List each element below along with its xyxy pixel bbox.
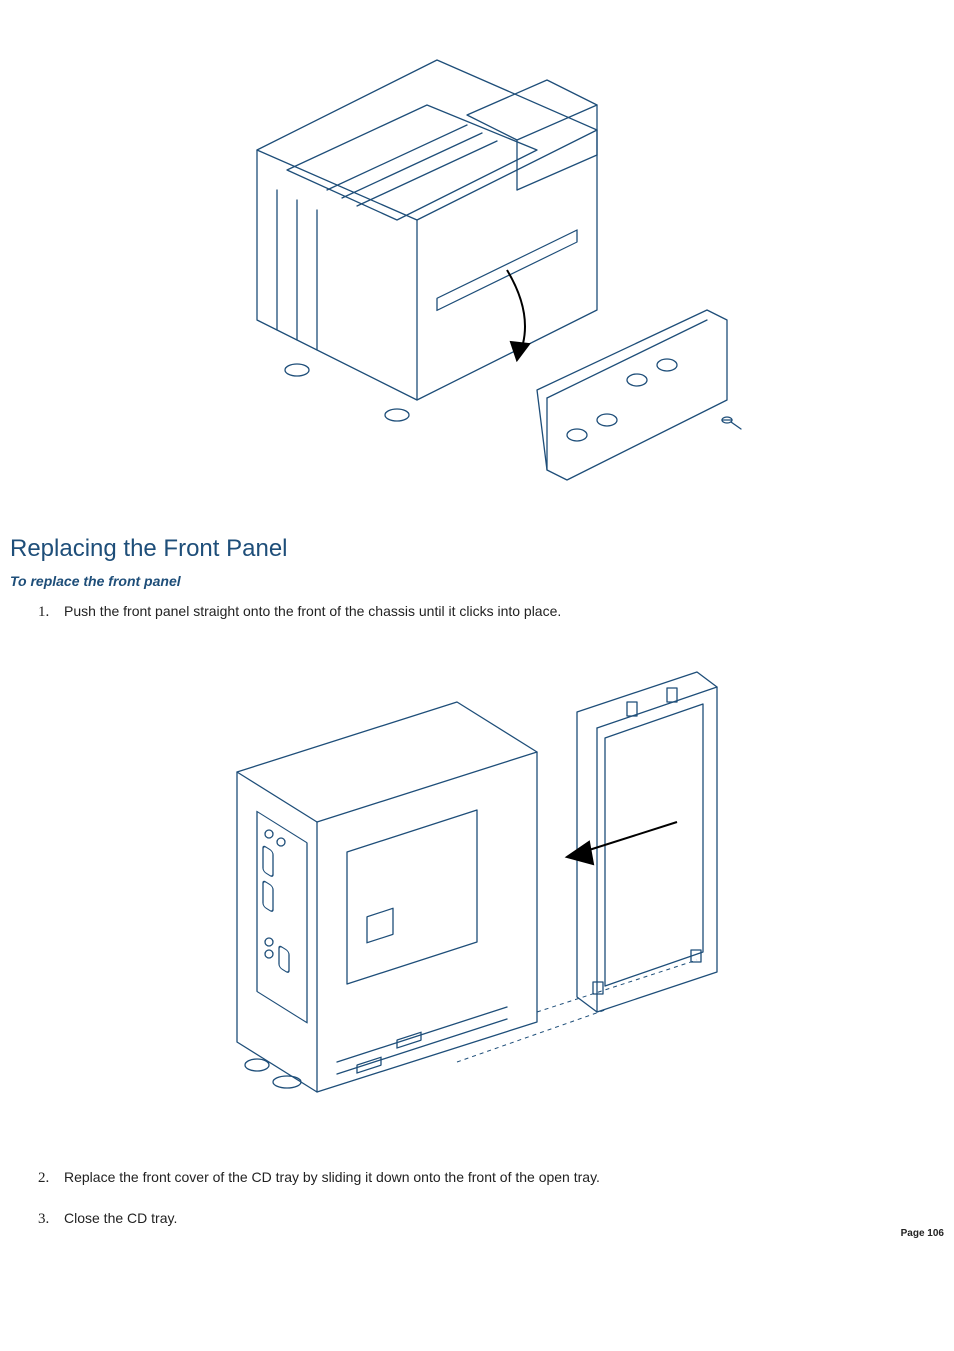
figure-chassis-side-panel <box>10 20 944 495</box>
figure-bottom-svg <box>197 642 757 1122</box>
steps-list-cont: Replace the front cover of the CD tray b… <box>38 1167 944 1229</box>
step-item: Close the CD tray. <box>38 1208 944 1229</box>
step-item: Push the front panel straight onto the f… <box>38 601 944 622</box>
steps-list: Push the front panel straight onto the f… <box>38 601 944 622</box>
figure-front-panel <box>10 642 944 1127</box>
section-subhead: To replace the front panel <box>10 573 944 589</box>
step-item: Replace the front cover of the CD tray b… <box>38 1167 944 1188</box>
section-title: Replacing the Front Panel <box>10 535 944 563</box>
page-number: Page 106 <box>901 1228 944 1239</box>
figure-top-svg <box>167 20 787 490</box>
